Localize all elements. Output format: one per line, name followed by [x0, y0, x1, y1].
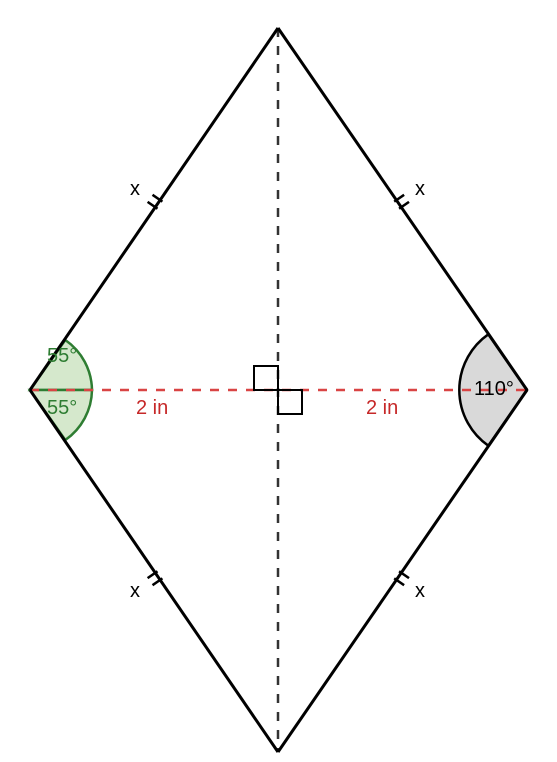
angle-label-right: 110°: [474, 378, 514, 401]
angle-label-left-lower: 55°: [47, 397, 77, 420]
side-label-top-right: x: [415, 178, 425, 201]
right-angle-box-br: [278, 390, 302, 414]
angle-label-left-upper: 55°: [47, 345, 77, 368]
edge-bottom-left: [30, 390, 278, 752]
side-label-bottom-left: x: [130, 580, 140, 603]
diagonal-label-right: 2 in: [366, 397, 398, 420]
edge-top-right: [278, 28, 527, 390]
edge-bottom-right: [278, 390, 527, 752]
side-label-top-left: x: [130, 178, 140, 201]
side-label-bottom-right: x: [415, 580, 425, 603]
edge-top-left: [30, 28, 278, 390]
diagonal-label-left: 2 in: [136, 397, 168, 420]
right-angle-box-tl: [254, 366, 278, 390]
